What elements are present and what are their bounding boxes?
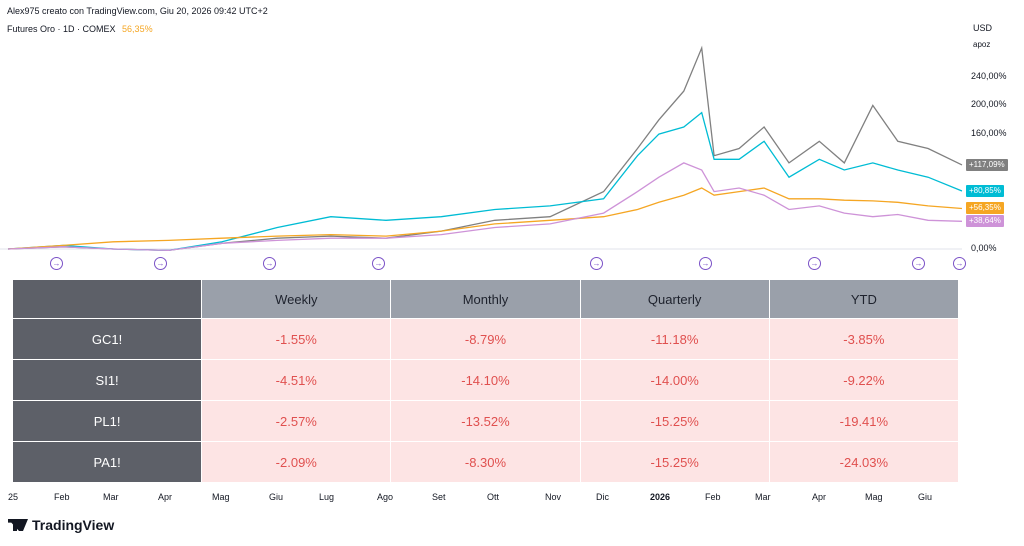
last-value-tag: +80,85% (966, 185, 1004, 197)
event-marker-icon[interactable]: → (808, 257, 821, 270)
series-layer (7, 45, 963, 252)
x-tick-label: Feb (705, 492, 721, 502)
x-tick-label: Set (432, 492, 446, 502)
table-row: PL1! -2.57% -13.52% -15.25% -19.41% (11, 400, 960, 442)
event-marker-icon[interactable]: → (50, 257, 63, 270)
author-line: Alex975 creato con TradingView.com, Giu … (7, 6, 268, 16)
symbol-legend[interactable]: Futures Oro · 1D · COMEX 56,35% (7, 24, 153, 34)
x-tick-label: Apr (812, 492, 827, 502)
x-tick-label: Mag (212, 492, 230, 502)
last-value-tag: +38,64% (966, 215, 1004, 227)
series-line-0 (7, 45, 963, 252)
tradingview-logo-icon (8, 519, 28, 531)
brand-name: TradingView (32, 517, 115, 533)
table-cell: -2.57% (201, 400, 392, 442)
table-cell: -8.30% (390, 441, 581, 483)
x-tick-label: Lug (319, 492, 335, 502)
table-cell: -15.25% (579, 400, 770, 442)
tradingview-logo[interactable]: TradingView (8, 517, 114, 533)
y-tick-label: 160,00% (971, 128, 1007, 139)
table-row: GC1! -1.55% -8.79% -11.18% -3.85% (11, 318, 960, 360)
event-marker-icon[interactable]: → (590, 257, 603, 270)
x-tick-label: 2026 (650, 492, 671, 502)
table-cell: -1.55% (201, 318, 392, 360)
series-line-3 (7, 162, 963, 252)
event-marker-icon[interactable]: → (699, 257, 712, 270)
x-tick-label: Ott (487, 492, 500, 502)
table-cell: -15.25% (579, 441, 770, 483)
x-tick-label: 25 (8, 492, 19, 502)
table-row: PA1! -2.09% -8.30% -15.25% -24.03% (11, 441, 960, 483)
event-marker-icon[interactable]: → (154, 257, 167, 270)
table-cell: -9.22% (768, 359, 960, 401)
table-header-row: Weekly Monthly Quarterly YTD (11, 279, 960, 319)
event-marker-icon[interactable]: → (953, 257, 966, 270)
performance-table: Weekly Monthly Quarterly YTD GC1! -1.55%… (11, 279, 960, 483)
y-tick-label: 0,00% (971, 243, 997, 253)
table-cell: -11.18% (579, 318, 770, 360)
table-cell: -2.09% (201, 441, 392, 483)
table-cell: -14.10% (390, 359, 581, 401)
table-cell: -24.03% (768, 441, 960, 483)
x-tick-label: Nov (545, 492, 562, 502)
row-symbol: PA1! (11, 441, 203, 483)
row-symbol: PL1! (11, 400, 203, 442)
last-value-tag: +117,09% (966, 159, 1008, 171)
legend-change-value: 56,35% (122, 24, 153, 34)
chart-canvas[interactable] (0, 0, 1024, 490)
table-cell: -3.85% (768, 318, 960, 360)
series-line-2 (7, 187, 963, 250)
column-header-monthly: Monthly (390, 279, 581, 319)
x-tick-label: Mar (103, 492, 119, 502)
event-marker-icon[interactable]: → (372, 257, 385, 270)
x-tick-label: Feb (54, 492, 70, 502)
x-tick-label: Giu (269, 492, 284, 502)
table-row: SI1! -4.51% -14.10% -14.00% -9.22% (11, 359, 960, 401)
table-cell: -19.41% (768, 400, 960, 442)
x-tick-label: Giu (918, 492, 933, 502)
event-marker-icon[interactable]: → (912, 257, 925, 270)
last-value-tag: +56,35% (966, 202, 1004, 214)
column-header-ytd: YTD (768, 279, 960, 319)
price-axis-unit: USD (973, 23, 993, 33)
row-symbol: SI1! (11, 359, 203, 401)
x-tick-label: Mar (755, 492, 771, 502)
table-corner-cell (11, 279, 203, 319)
y-tick-label: 240,00% (971, 70, 1007, 81)
column-header-weekly: Weekly (201, 279, 392, 319)
y-tick-label: 200,00% (971, 99, 1007, 110)
table-cell: -13.52% (390, 400, 581, 442)
legend-symbol-text: Futures Oro · 1D · COMEX (7, 24, 116, 34)
column-header-quarterly: Quarterly (579, 279, 770, 319)
series-line-1 (7, 111, 963, 252)
x-tick-label: Dic (596, 492, 609, 502)
table-cell: -4.51% (201, 359, 392, 401)
x-tick-label: Mag (865, 492, 883, 502)
price-axis-scale-mode[interactable]: apoz (973, 40, 991, 49)
table-cell: -8.79% (390, 318, 581, 360)
x-tick-label: Ago (377, 492, 394, 502)
row-symbol: GC1! (11, 318, 203, 360)
event-marker-icon[interactable]: → (263, 257, 276, 270)
table-cell: -14.00% (579, 359, 770, 401)
x-tick-label: Apr (158, 492, 173, 502)
